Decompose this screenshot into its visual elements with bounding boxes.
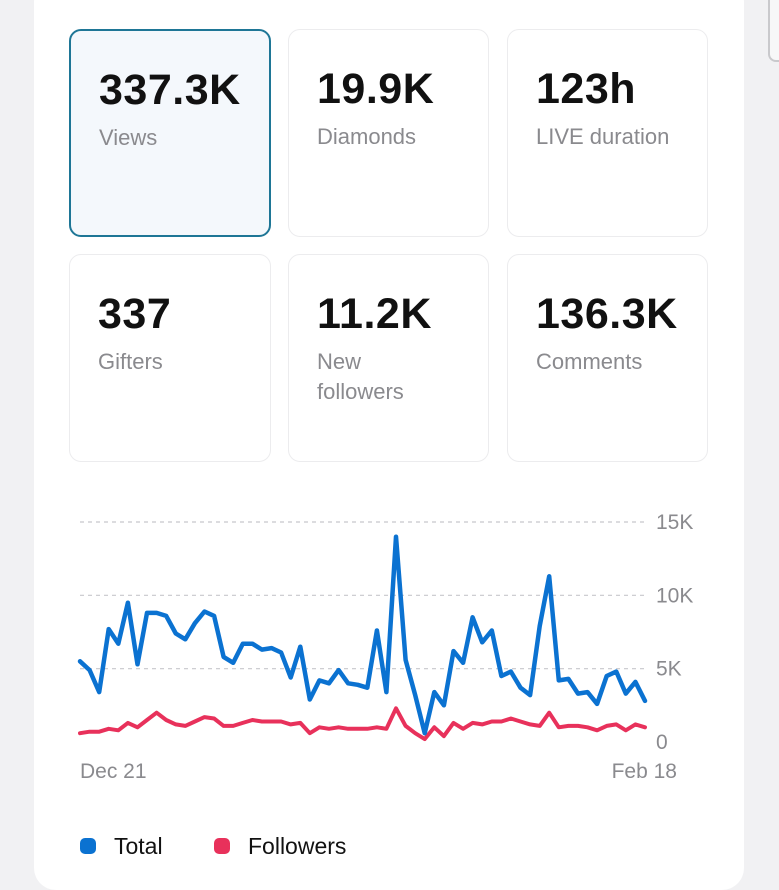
- metric-card-gifters[interactable]: 337 Gifters: [69, 254, 271, 462]
- metric-label: Diamonds: [317, 124, 417, 149]
- side-handle[interactable]: [768, 0, 779, 62]
- metric-card-views[interactable]: 337.3K Views: [69, 29, 271, 237]
- y-tick-label: 15K: [656, 511, 693, 534]
- x-label-end: Feb 18: [612, 760, 677, 783]
- y-tick-label: 5K: [656, 658, 682, 681]
- legend-swatch: [80, 838, 96, 854]
- metric-card-comments[interactable]: 136.3K Comments: [507, 254, 708, 462]
- metric-card-new-followers[interactable]: 11.2K New followers: [288, 254, 489, 462]
- metric-label: New followers: [317, 349, 404, 404]
- metric-value: 19.9K: [317, 65, 435, 113]
- y-tick-label: 10K: [656, 584, 693, 607]
- legend-label: Total: [114, 832, 163, 859]
- series-line-total: [77, 534, 648, 736]
- metric-card-live-duration[interactable]: 123h LIVE duration: [507, 29, 708, 237]
- y-tick-label: 0: [656, 731, 668, 754]
- legend-label: Followers: [248, 832, 347, 859]
- x-label-start: Dec 21: [80, 760, 147, 783]
- legend-item-total[interactable]: Total: [80, 830, 163, 862]
- metric-value: 11.2K: [317, 290, 432, 338]
- metric-value: 136.3K: [536, 290, 678, 338]
- metric-value: 337.3K: [99, 66, 241, 114]
- metric-label: LIVE duration: [536, 124, 670, 149]
- metric-card-diamonds[interactable]: 19.9K Diamonds: [288, 29, 489, 237]
- legend-swatch: [214, 838, 230, 854]
- series-line-followers: [78, 706, 647, 742]
- metric-label: Views: [99, 125, 158, 150]
- legend-item-followers[interactable]: Followers: [214, 830, 346, 862]
- metric-value: 123h: [536, 65, 637, 113]
- metric-label: Gifters: [98, 349, 163, 374]
- line-chart: 0 5K 10K 15K Dec 21 Feb 18: [77, 511, 693, 783]
- metric-value: 337: [98, 290, 172, 338]
- metric-label: Comments: [536, 349, 643, 374]
